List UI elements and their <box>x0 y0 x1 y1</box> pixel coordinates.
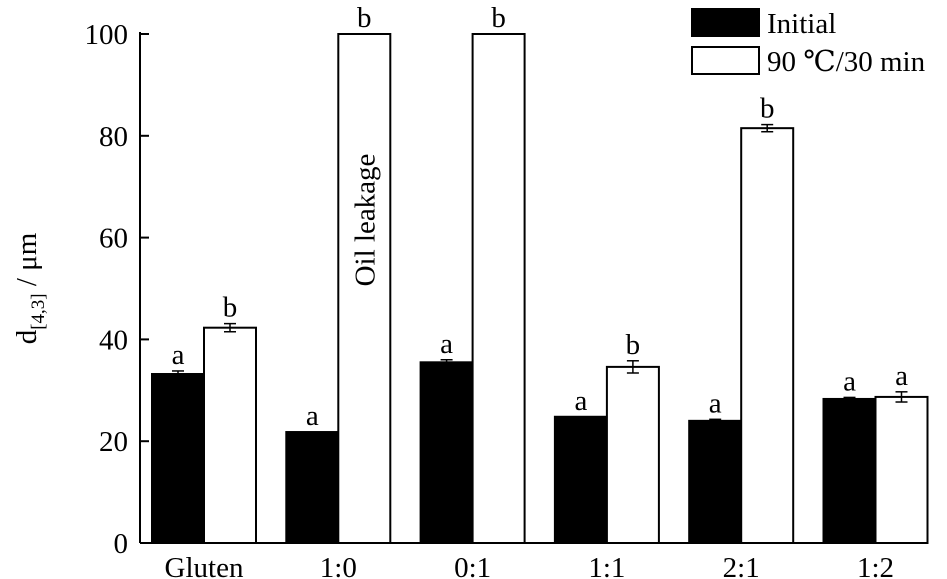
significance-label: a <box>843 365 856 397</box>
bar-initial-2 <box>419 361 474 544</box>
significance-label: a <box>172 339 185 371</box>
bar-initial-5 <box>822 397 877 544</box>
y-axis-label-main: d <box>11 329 43 344</box>
y-axis-label: d[4,3] / μm <box>11 232 49 344</box>
bar-heated-3 <box>605 365 660 544</box>
bar-heated-2 <box>471 33 526 544</box>
x-tick-label: 1:2 <box>857 552 894 579</box>
significance-label: a <box>709 387 722 419</box>
bar-heated-1 <box>337 33 392 544</box>
significance-label: b <box>223 292 238 324</box>
bar-initial-1 <box>285 431 340 544</box>
bar-initial-3 <box>553 415 608 545</box>
y-tick-label: 100 <box>85 19 129 51</box>
x-tick-label: 1:0 <box>320 552 357 579</box>
y-tick-label: 0 <box>114 528 129 560</box>
significance-label: b <box>491 2 506 34</box>
significance-label: b <box>626 329 641 361</box>
axes: 0 20 40 60 80 100 d[4,3] / μm Gluten 1:0 0:1 1:1 2:… <box>11 19 925 579</box>
significance-label: b <box>760 93 775 125</box>
legend: Initial 90 ℃/30 min <box>691 8 926 78</box>
legend-label-0: Initial <box>767 8 836 40</box>
bar-heated-0 <box>203 326 257 544</box>
x-tick-label: Gluten <box>165 552 244 579</box>
significance-label: a <box>306 400 319 432</box>
x-tick-label: 2:1 <box>723 552 760 579</box>
significance-label: b <box>357 2 372 34</box>
legend-label-1: 90 ℃/30 min <box>767 46 926 78</box>
x-tick-label: 1:1 <box>588 552 625 579</box>
significance-label: a <box>574 385 587 417</box>
bar-initial-0 <box>151 373 205 544</box>
bar-initial-4 <box>688 419 743 544</box>
bar-heated-5 <box>874 395 929 544</box>
x-tick-label: 0:1 <box>454 552 491 579</box>
legend-swatch-1 <box>691 46 760 75</box>
y-axis-label-subscript: [4,3] <box>28 293 49 329</box>
y-tick-label: 80 <box>99 121 128 153</box>
legend-swatch-0 <box>691 8 760 37</box>
bars: a b a b a b a b a b a a Oil leakage <box>151 2 929 545</box>
significance-label: a <box>440 328 453 360</box>
y-axis-label-unit: / μm <box>11 232 43 293</box>
y-tick-label: 20 <box>99 426 128 458</box>
y-tick-label: 60 <box>99 223 128 255</box>
bar-heated-4 <box>740 127 795 544</box>
y-tick-label: 40 <box>99 324 128 356</box>
oil-leakage-annotation: Oil leakage <box>349 154 381 287</box>
significance-label: a <box>895 360 908 392</box>
